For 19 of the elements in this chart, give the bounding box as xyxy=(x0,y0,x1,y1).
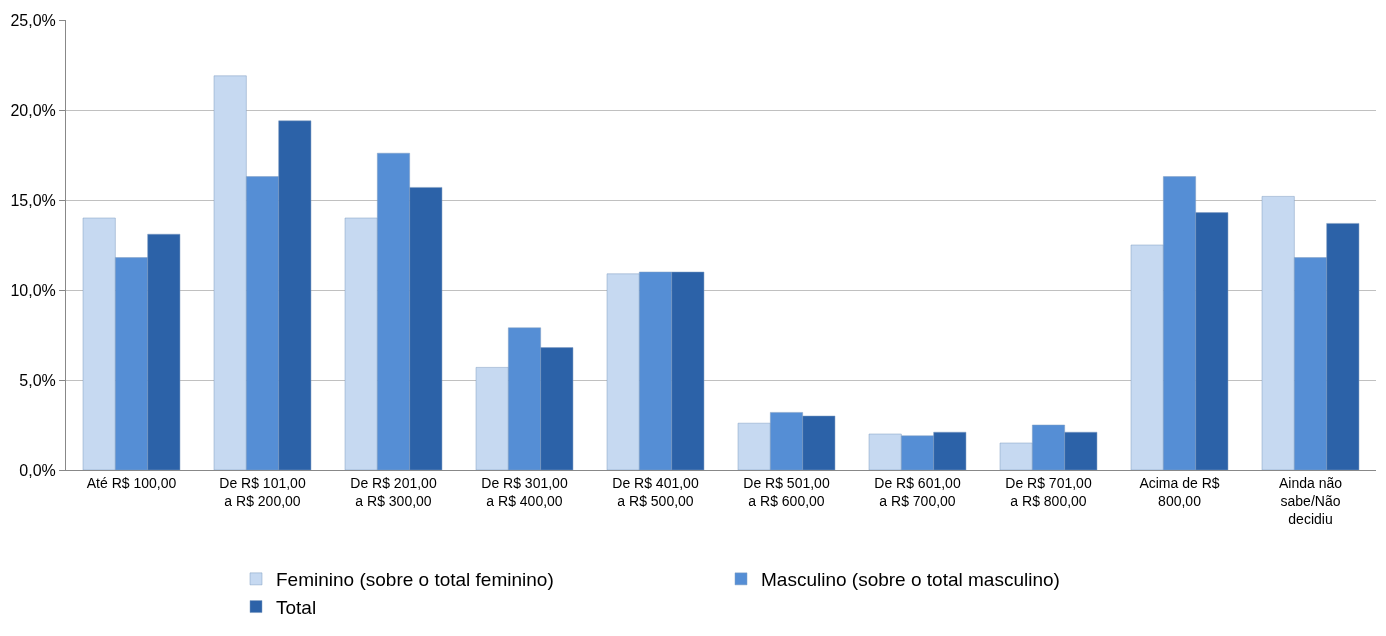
y-tick-label: 5,0% xyxy=(19,371,56,389)
x-tick-label: Acima de R$ 800,00 xyxy=(1139,474,1220,509)
y-tick-label: 0,0% xyxy=(19,461,56,479)
legend-label: Feminino (sobre o total feminino) xyxy=(276,569,554,591)
x-tick-label: De R$ 201,00 a R$ 300,00 xyxy=(350,474,437,509)
y-tick-label: 20,0% xyxy=(10,101,56,119)
x-tick-label: De R$ 501,00 a R$ 600,00 xyxy=(743,474,830,509)
y-tick-label: 25,0% xyxy=(10,11,56,29)
x-tick-label: De R$ 701,00 a R$ 800,00 xyxy=(1005,474,1092,509)
x-tick-label: De R$ 601,00 a R$ 700,00 xyxy=(874,474,961,509)
x-tick-label: De R$ 401,00 a R$ 500,00 xyxy=(612,474,699,509)
x-tick-label: Até R$ 100,00 xyxy=(86,474,177,491)
x-tick-label: De R$ 101,00 a R$ 200,00 xyxy=(219,474,306,509)
y-tick-label: 10,0% xyxy=(10,281,56,299)
legend-label: Total xyxy=(276,596,317,618)
legend-label: Masculino (sobre o total masculino) xyxy=(761,569,1060,591)
x-tick-label: De R$ 301,00 a R$ 400,00 xyxy=(481,474,568,509)
x-tick-label: Ainda não sabe/Não decidiu xyxy=(1278,474,1343,528)
y-tick-label: 15,0% xyxy=(10,191,56,209)
